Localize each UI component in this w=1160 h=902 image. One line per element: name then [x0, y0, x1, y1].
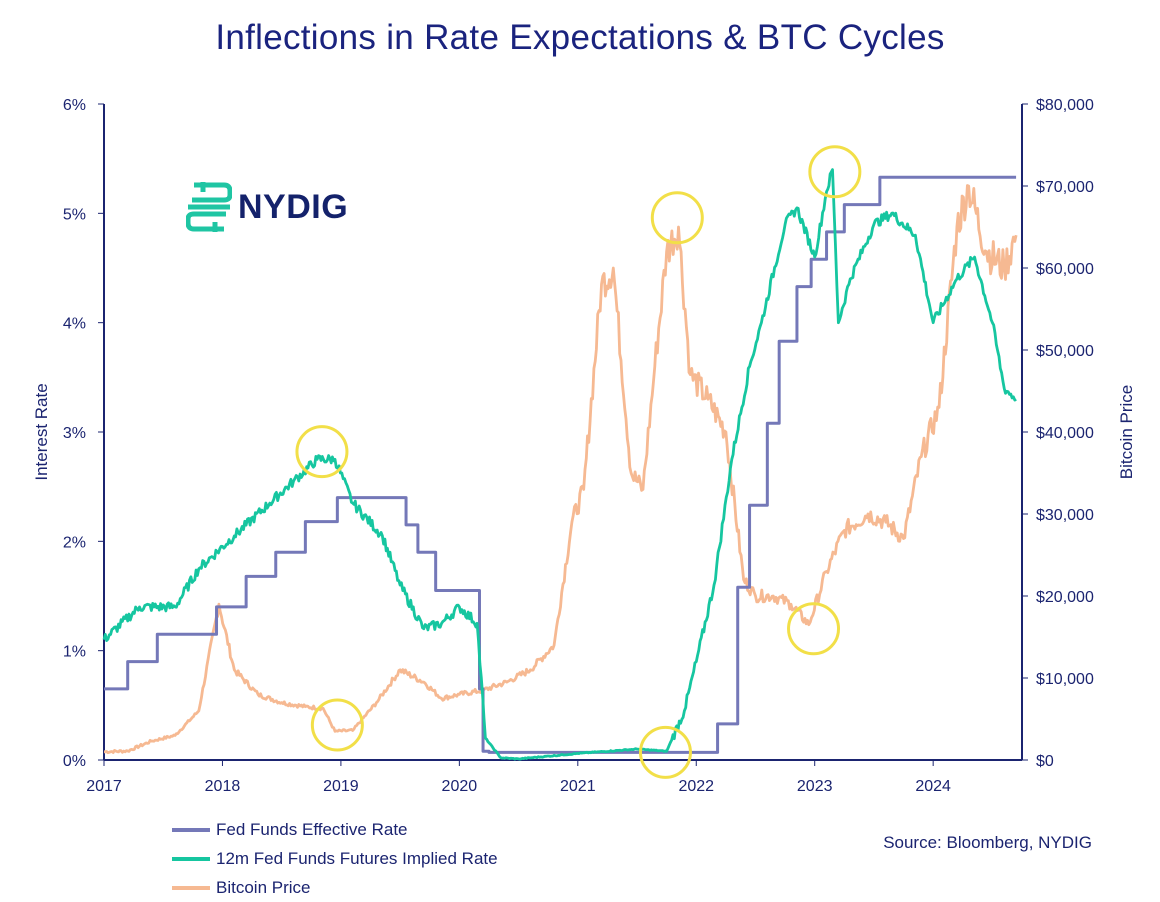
y-tick-label: 0%: [63, 753, 86, 770]
series-layer: [102, 168, 1018, 761]
y2-axis-label: Bitcoin Price: [1117, 385, 1136, 479]
x-tick-label: 2018: [205, 778, 241, 795]
right-axis-ticks: $0 $10,000 $20,000 $30,000 $40,000 $50,000 $60…: [1022, 97, 1094, 770]
y-tick-label: 1%: [63, 644, 86, 661]
highlight-circle-4: [638, 725, 692, 779]
x-tick-label: 2020: [442, 778, 478, 795]
x-tick-label: 2022: [678, 778, 714, 795]
highlight-circle-6: [808, 145, 862, 199]
y2-tick-label: $20,000: [1036, 589, 1094, 606]
x-tick-label: 2019: [323, 778, 359, 795]
legend-label-futures: 12m Fed Funds Futures Implied Rate: [216, 848, 498, 868]
x-tick-label: 2017: [86, 778, 122, 795]
12m-futures-implied-rate-line: [102, 168, 1017, 761]
highlight-circle-5: [787, 602, 841, 656]
nydig-logo: NYDIG: [186, 182, 348, 232]
x-tick-label: 2021: [560, 778, 596, 795]
bitcoin-price-line: [103, 184, 1018, 755]
annotation-layer: [295, 145, 862, 779]
fed-funds-effective-rate-line: [104, 175, 1017, 754]
y2-tick-label: $70,000: [1036, 179, 1094, 196]
y-tick-label: 2%: [63, 534, 86, 551]
nydig-logo-text: NYDIG: [238, 187, 349, 226]
legend-item-bitcoin: Bitcoin Price: [172, 873, 498, 902]
legend-item-fed-funds: Fed Funds Effective Rate: [172, 815, 498, 844]
y2-tick-label: $0: [1036, 753, 1054, 770]
y-tick-label: 4%: [63, 316, 86, 333]
legend: Fed Funds Effective Rate 12m Fed Funds F…: [172, 815, 498, 902]
legend-item-futures: 12m Fed Funds Futures Implied Rate: [172, 844, 498, 873]
y-tick-label: 6%: [63, 97, 86, 114]
y2-tick-label: $80,000: [1036, 97, 1094, 114]
y2-tick-label: $30,000: [1036, 507, 1094, 524]
highlight-circle-3: [650, 191, 704, 245]
legend-label-bitcoin: Bitcoin Price: [216, 877, 311, 897]
y-tick-label: 3%: [63, 425, 86, 442]
legend-swatch-bitcoin: [172, 885, 210, 890]
nydig-logo-icon: [186, 182, 232, 232]
y2-tick-label: $60,000: [1036, 261, 1094, 278]
highlight-circle-2: [310, 698, 364, 752]
x-axis-ticks: 2017 2018 2019 2020 2021 2022 2023 2024: [86, 760, 951, 795]
y-axis-label: Interest Rate: [32, 383, 51, 480]
source-note: Source: Bloomberg, NYDIG: [883, 833, 1092, 852]
legend-label-fed-funds: Fed Funds Effective Rate: [216, 819, 408, 839]
x-tick-label: 2024: [915, 778, 951, 795]
legend-swatch-futures: [172, 856, 210, 861]
legend-swatch-fed-funds: [172, 827, 210, 832]
y2-tick-label: $50,000: [1036, 343, 1094, 360]
left-axis-ticks: 0% 1% 2% 3% 4% 5% 6%: [63, 97, 104, 770]
chart-title: Inflections in Rate Expectations & BTC C…: [215, 18, 945, 57]
y2-tick-label: $40,000: [1036, 425, 1094, 442]
highlight-circle-1: [295, 425, 349, 479]
y-tick-label: 5%: [63, 206, 86, 223]
x-tick-label: 2023: [797, 778, 833, 795]
y2-tick-label: $10,000: [1036, 671, 1094, 688]
